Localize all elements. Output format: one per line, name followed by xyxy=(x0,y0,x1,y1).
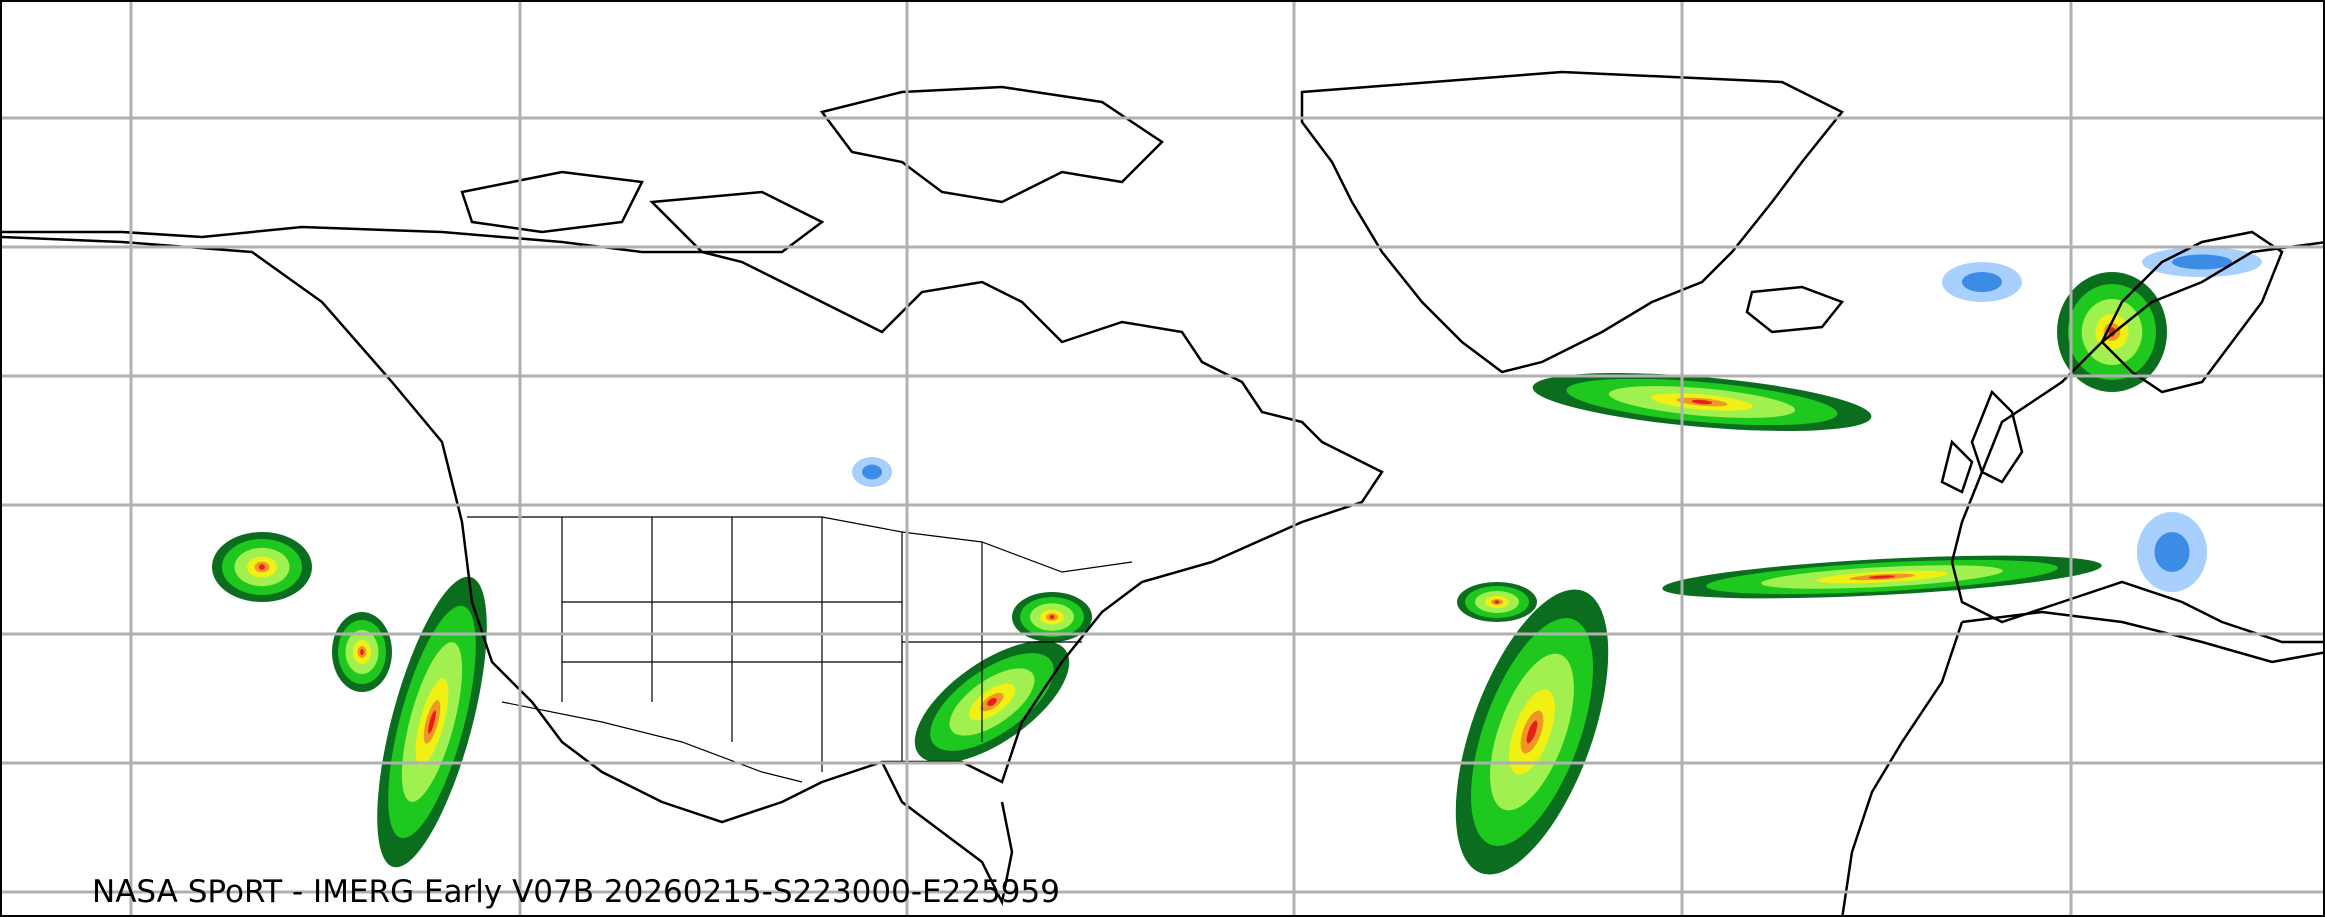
precip-north-atlantic-band-core xyxy=(1691,399,1713,405)
snow-core-2 xyxy=(862,464,882,480)
coastline-iceland xyxy=(1745,285,1845,334)
precip-southeast-us-system-core xyxy=(987,697,997,707)
coastlines xyxy=(2,70,2323,915)
coastline-gulf-florida xyxy=(880,761,1014,906)
coastline-greenland xyxy=(1300,70,1844,374)
border-us-canada xyxy=(467,516,1133,573)
precip-pacific-low-core xyxy=(360,648,364,656)
state-borders xyxy=(467,516,1133,783)
coastline-north-america xyxy=(2,225,1384,824)
precip-atlantic-front-band-core xyxy=(1526,720,1538,744)
border-us-mexico xyxy=(501,701,803,783)
coastline-europe xyxy=(1950,241,2323,644)
precipitation-layer xyxy=(212,247,2262,875)
coastline-arctic-canada xyxy=(460,85,1164,254)
precip-mediterranean-band-core xyxy=(1868,575,1896,579)
precip-pacific-north-system-core xyxy=(259,564,265,570)
coastline-scandinavia xyxy=(2100,230,2284,394)
us-state-lines xyxy=(561,517,1082,772)
snow-core-0 xyxy=(2154,532,2190,572)
snow-core-3 xyxy=(2172,254,2232,270)
coastline-africa xyxy=(1841,610,2323,915)
snow-core-1 xyxy=(1962,272,2002,292)
map-caption: NASA SPoRT - IMERG Early V07B 20260215-S… xyxy=(92,874,1060,910)
precip-atlantic-west-cell-core xyxy=(1494,600,1500,604)
precip-pacific-coast-band-core xyxy=(428,710,436,734)
coastline-british-isles xyxy=(1940,389,2024,494)
precip-us-east-coast-core xyxy=(1049,615,1055,619)
